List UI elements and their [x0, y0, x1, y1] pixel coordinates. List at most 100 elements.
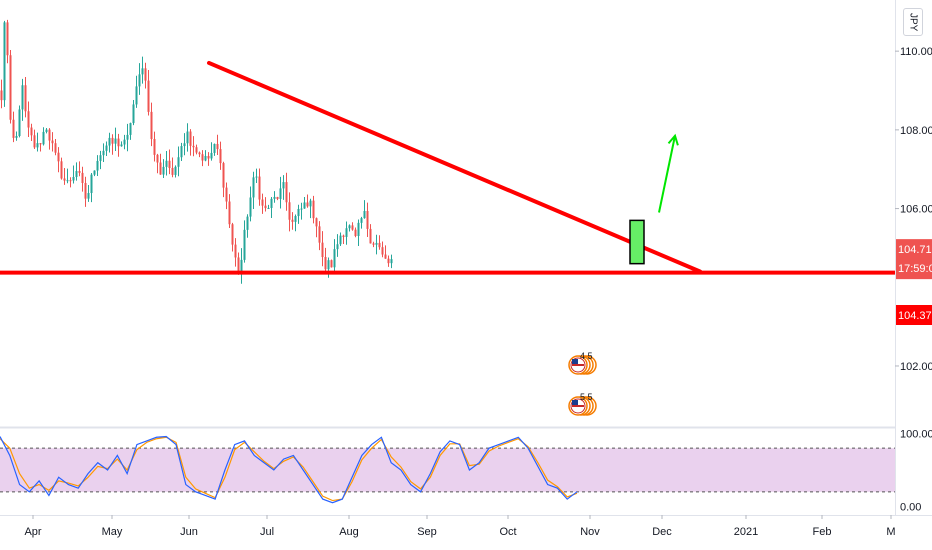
- candle-body: [108, 137, 111, 146]
- stochastic-pane: [0, 435, 895, 504]
- candle-body: [81, 172, 84, 183]
- candle-body: [351, 225, 354, 230]
- candle-body: [75, 171, 78, 177]
- candle-body: [228, 201, 231, 225]
- candle-body: [126, 134, 129, 140]
- time-tick-label: May: [102, 526, 123, 538]
- candle-body: [363, 210, 366, 219]
- candle-body: [366, 210, 369, 229]
- candle-body: [195, 147, 198, 153]
- line-price-tag: [896, 305, 932, 325]
- candle-body: [243, 229, 246, 260]
- candle-body: [114, 138, 117, 144]
- candle-body: [78, 171, 81, 173]
- price-tags: 104.715 17:59:09 104.372: [896, 239, 932, 325]
- candle-body: [345, 228, 348, 237]
- candle-body: [315, 218, 318, 227]
- candle-body: [138, 74, 141, 87]
- candle-body: [90, 174, 93, 194]
- candle-body: [39, 143, 42, 145]
- time-tick-label: Nov: [580, 526, 600, 538]
- candle-body: [282, 182, 285, 189]
- candle-body: [156, 154, 159, 163]
- candle-body: [297, 208, 300, 217]
- candle-body: [60, 161, 63, 179]
- time-tick-label: Dec: [652, 526, 672, 538]
- candle-body: [276, 196, 279, 199]
- candle-body: [84, 182, 87, 199]
- time-tick-label: Jul: [260, 526, 274, 538]
- stoch-k-line: [0, 435, 578, 504]
- candle-body: [354, 229, 357, 236]
- candle-body: [390, 259, 393, 264]
- stoch-band: [0, 448, 895, 492]
- price-axis[interactable]: 110.000 108.000 106.000 102.000 100.00 0.00: [895, 46, 932, 513]
- candle-body: [96, 160, 99, 171]
- candle-body: [291, 219, 294, 222]
- candle-body: [258, 176, 261, 200]
- candle-body: [387, 258, 390, 264]
- candle-body: [105, 145, 108, 151]
- candle-body: [336, 244, 339, 250]
- target-arrow: [658, 135, 676, 213]
- candle-body: [57, 152, 60, 162]
- candle-body: [111, 137, 114, 144]
- event-marker[interactable]: 4 5: [568, 351, 597, 375]
- candle-body: [3, 22, 6, 101]
- candle-body: [147, 80, 150, 112]
- candle-body: [174, 166, 177, 175]
- candle-body: [0, 90, 3, 101]
- candle-body: [309, 200, 312, 207]
- candle-body: [99, 155, 102, 161]
- candle-body: [24, 85, 27, 112]
- time-tick-label: Jun: [180, 526, 198, 538]
- candle-body: [324, 257, 327, 270]
- candle-body: [261, 199, 264, 206]
- currency-button[interactable]: JPY: [903, 8, 923, 36]
- candle-body: [231, 224, 234, 245]
- candle-body: [204, 155, 207, 161]
- candle-body: [303, 202, 306, 209]
- candle-body: [222, 163, 225, 188]
- candle-body: [273, 196, 276, 199]
- candle-body: [150, 111, 153, 140]
- drawings-layer[interactable]: [0, 60, 895, 275]
- candle-body: [285, 182, 288, 203]
- candle-body: [312, 200, 315, 219]
- candle-body: [168, 160, 171, 168]
- candle-body: [42, 131, 45, 145]
- candle-body: [186, 131, 189, 144]
- time-tick-label: Oct: [499, 526, 516, 538]
- event-label: 4 5: [580, 351, 593, 361]
- candle-body: [213, 143, 216, 153]
- candle-body: [348, 225, 351, 229]
- flag-canton: [572, 400, 578, 405]
- candle-body: [162, 166, 165, 175]
- candle-body: [69, 180, 72, 182]
- candle-body: [12, 119, 15, 138]
- candle-body: [54, 143, 57, 153]
- candle-body: [33, 135, 36, 148]
- candle-body: [267, 207, 270, 209]
- candle-body: [129, 123, 132, 135]
- last-price-tag: [896, 239, 932, 280]
- candle-body: [201, 154, 204, 161]
- candle-body: [117, 138, 120, 147]
- candle-body: [210, 152, 213, 159]
- time-axis[interactable]: Apr May Jun Jul Aug Sep Oct Nov Dec 2021 Feb M: [24, 515, 896, 538]
- candle-body: [255, 176, 258, 178]
- candle-body: [6, 22, 9, 56]
- candle-body: [249, 197, 252, 217]
- stoch-tick-label: 100.00: [900, 429, 932, 441]
- candle-body: [339, 235, 342, 245]
- event-marker[interactable]: 5 5: [568, 392, 597, 416]
- candle-body: [45, 129, 48, 132]
- event-label: 5 5: [580, 392, 593, 402]
- candle-body: [321, 242, 324, 258]
- candle-body: [63, 178, 66, 181]
- stoch-tick-label: 0.00: [900, 501, 921, 513]
- economic-events[interactable]: 4 5 5 5: [568, 351, 597, 416]
- candle-body: [177, 157, 180, 167]
- flag-stripe: [572, 364, 584, 366]
